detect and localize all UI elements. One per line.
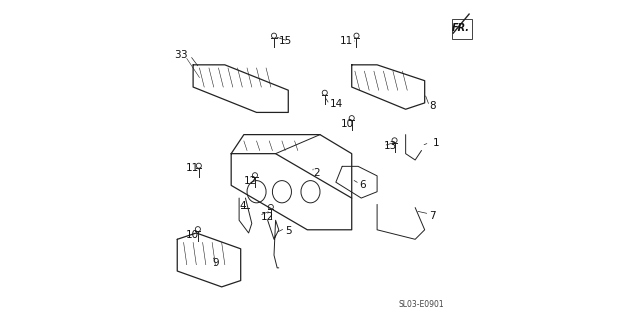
Text: FR.: FR.: [452, 23, 470, 33]
Text: 10: 10: [340, 118, 354, 129]
Text: 4: 4: [239, 201, 246, 211]
Text: 12: 12: [244, 176, 257, 186]
Text: SL03-E0901: SL03-E0901: [399, 300, 444, 309]
Text: 10: 10: [186, 229, 199, 240]
Text: 3: 3: [174, 50, 180, 60]
Text: 5: 5: [285, 226, 292, 236]
Text: 12: 12: [260, 212, 274, 222]
Text: 9: 9: [212, 258, 219, 268]
Text: 3: 3: [180, 50, 187, 60]
Text: 11: 11: [340, 36, 353, 46]
Text: 13: 13: [383, 141, 397, 151]
Text: 8: 8: [429, 101, 436, 111]
Text: 6: 6: [360, 180, 366, 190]
Text: 15: 15: [279, 36, 292, 46]
Text: 11: 11: [186, 163, 200, 173]
Text: 7: 7: [429, 211, 436, 220]
Text: 14: 14: [330, 100, 343, 109]
Text: 2: 2: [314, 168, 320, 178]
Text: 1: 1: [433, 138, 439, 148]
